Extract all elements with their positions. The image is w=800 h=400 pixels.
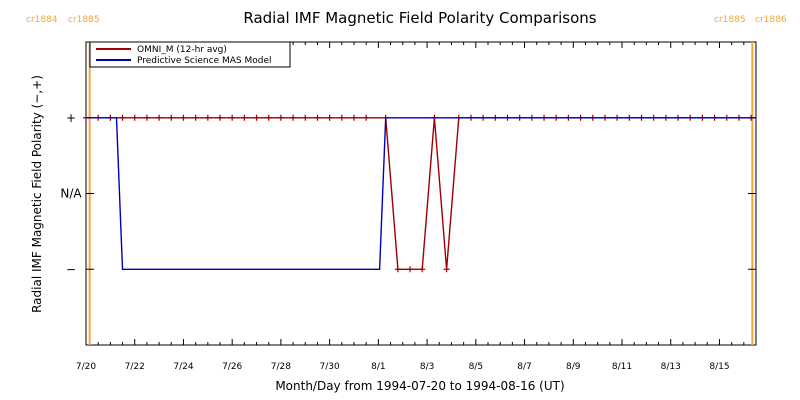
data-point-omni xyxy=(277,114,284,121)
x-tick-label: 7/26 xyxy=(222,362,242,372)
legend-entry-mas: Predictive Science MAS Model xyxy=(137,56,272,66)
plot-frame xyxy=(85,41,757,346)
data-point-omni xyxy=(217,114,223,121)
x-tick-label: 8/3 xyxy=(420,362,434,372)
data-point-omni xyxy=(265,114,272,121)
series-line-mas xyxy=(86,117,756,270)
y-tick-label: − xyxy=(66,262,76,276)
x-tick-label: 8/1 xyxy=(371,362,385,372)
x-tick-label: 8/5 xyxy=(469,362,483,372)
data-point-omni xyxy=(156,114,163,121)
axis-ticks xyxy=(85,42,757,345)
data-point-omni xyxy=(302,114,309,121)
x-tick-label: 8/9 xyxy=(566,362,581,372)
data-point-omni xyxy=(119,114,126,121)
data-point-omni xyxy=(290,114,297,121)
x-tick-label: 7/28 xyxy=(271,362,291,372)
data-point-omni xyxy=(407,266,414,273)
data-point-omni xyxy=(143,114,150,121)
y-tick-label: N/A xyxy=(60,187,82,201)
y-axis-label: Radial IMF Magnetic Field Polarity (−,+) xyxy=(30,75,44,313)
data-point-omni xyxy=(326,114,333,121)
x-tick-label: 8/11 xyxy=(612,362,632,372)
legend: OMNI_M (12-hr avg) Predictive Science MA… xyxy=(89,41,291,68)
data-point-omni xyxy=(314,114,321,121)
cr-label: cr1885 xyxy=(714,15,746,25)
x-axis-label: Month/Day from 1994-07-20 to 1994-08-16 … xyxy=(275,379,564,393)
data-point-omni xyxy=(394,266,401,273)
x-tick-label: 7/22 xyxy=(125,362,145,372)
x-tick-label: 8/7 xyxy=(517,362,531,372)
x-tick-label: 7/24 xyxy=(173,362,193,372)
data-point-omni xyxy=(229,114,236,121)
data-point-omni xyxy=(351,114,357,121)
chart-title: Radial IMF Magnetic Field Polarity Compa… xyxy=(243,9,596,27)
x-tick-label: 8/15 xyxy=(709,362,729,372)
data-point-omni xyxy=(131,114,138,121)
data-point-omni xyxy=(192,114,199,121)
data-point-omni xyxy=(204,114,211,121)
cr-label: cr1886 xyxy=(755,15,787,25)
data-point-omni xyxy=(419,266,426,273)
data-point-omni xyxy=(241,114,248,121)
legend-box xyxy=(89,41,291,68)
legend-entry-omni: OMNI_M (12-hr avg) xyxy=(137,45,227,55)
x-tick-label: 8/13 xyxy=(661,362,681,372)
x-tick-labels: 7/20 7/22 7/24 7/26 7/28 7/30 8/1 8/3 8/5 8/7 8/9 8… xyxy=(76,362,730,372)
x-tick-label: 7/30 xyxy=(320,362,340,372)
data-point-omni xyxy=(443,266,450,273)
cr-label: cr1884 xyxy=(26,15,58,25)
data-point-omni xyxy=(180,114,187,121)
cr-label: cr1885 xyxy=(68,15,100,25)
series-layer xyxy=(83,114,756,273)
series-line-omni xyxy=(86,117,752,270)
y-tick-label: + xyxy=(66,111,76,125)
x-tick-label: 7/20 xyxy=(76,362,96,372)
data-point-omni xyxy=(253,114,260,121)
data-point-omni xyxy=(338,114,345,121)
data-point-omni xyxy=(363,114,370,121)
y-tick-labels: + N/A − xyxy=(60,111,82,277)
data-point-omni xyxy=(168,114,175,121)
